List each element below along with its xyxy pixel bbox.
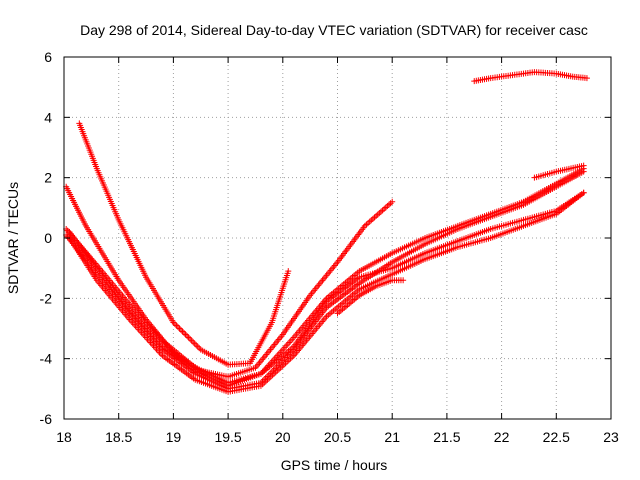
x-tick-label: 22 [494,429,510,445]
x-tick-label: 18.5 [105,429,132,445]
x-tick-label: 19.5 [214,429,241,445]
x-tick-label: 22.5 [543,429,570,445]
data-point-marker [580,189,587,196]
y-tick-labels: -6 -4 -2 0 2 4 6 [40,49,53,427]
data-point-marker [580,162,587,169]
x-tick-label: 23 [603,429,619,445]
ticks [63,56,612,420]
x-tick-labels: 18 18.5 19 19.5 20 20.5 21 21.5 22 22.5 23 [56,429,619,445]
data-point-marker [184,333,191,340]
data-point-marker [176,325,183,332]
y-axis-label: SDTVAR / TECUs [5,182,21,294]
data-point-marker [194,343,201,350]
data-point-marker [179,328,186,335]
data-point-marker [187,336,194,343]
data-series-track-7 [334,277,407,317]
x-tick-label: 20.5 [324,429,351,445]
data-point-marker [583,75,590,82]
x-tick-label: 21.5 [433,429,460,445]
data-series-track-5 [66,189,587,389]
data-series-track-1 [76,120,292,368]
data-series-track-6 [66,189,587,395]
x-axis-label: GPS time / hours [281,457,388,473]
series-layer [63,69,590,395]
data-point-marker [181,330,188,337]
x-tick-label: 18 [56,429,72,445]
data-point-marker [188,337,195,344]
y-tick-label: 0 [44,230,52,246]
y-tick-label: -4 [40,351,53,367]
data-series-track-9 [471,69,590,85]
data-point-marker [389,198,396,205]
y-tick-label: 2 [44,170,52,186]
data-point-marker [191,340,198,347]
data-series-track-2 [63,183,396,380]
x-tick-label: 19 [166,429,182,445]
data-point-marker [285,268,292,275]
data-point-marker [185,334,192,341]
grid-lines [64,57,611,419]
data-point-marker [177,327,184,334]
data-point-marker [171,320,178,327]
x-tick-label: 21 [384,429,400,445]
data-point-marker [193,342,200,349]
y-tick-label: 6 [44,49,52,65]
y-tick-label: -2 [40,290,53,306]
data-point-marker [580,168,587,175]
data-point-marker [174,323,181,330]
data-series-track-8 [531,162,587,181]
data-point-marker [400,277,407,284]
x-tick-label: 20 [275,429,291,445]
data-point-marker [190,339,197,346]
data-point-marker [182,331,189,338]
y-tick-label: 4 [44,109,52,125]
chart-title: Day 298 of 2014, Sidereal Day-to-day VTE… [80,22,588,38]
data-point-marker [173,322,180,329]
y-tick-label: -6 [40,411,53,427]
